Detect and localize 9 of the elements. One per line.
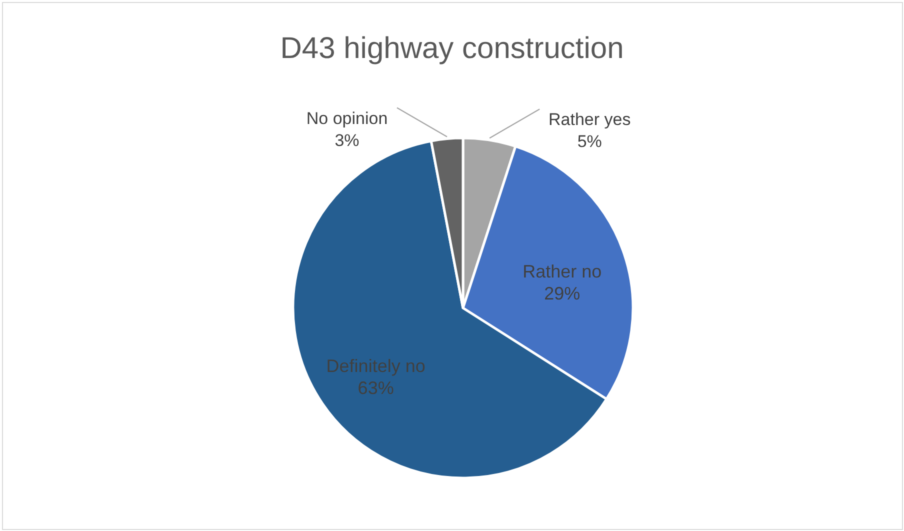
slice-label: Definitely no: [326, 356, 426, 376]
data-label: 3%: [334, 130, 360, 150]
data-label: 63%: [358, 378, 394, 398]
data-label: 29%: [544, 283, 580, 304]
slice-label: Rather no: [522, 261, 602, 282]
slice-label: Rather yes: [548, 110, 631, 130]
chart-title: D43 highway construction: [280, 32, 624, 65]
data-label: 5%: [577, 132, 602, 152]
slice-label: No opinion: [306, 108, 388, 128]
